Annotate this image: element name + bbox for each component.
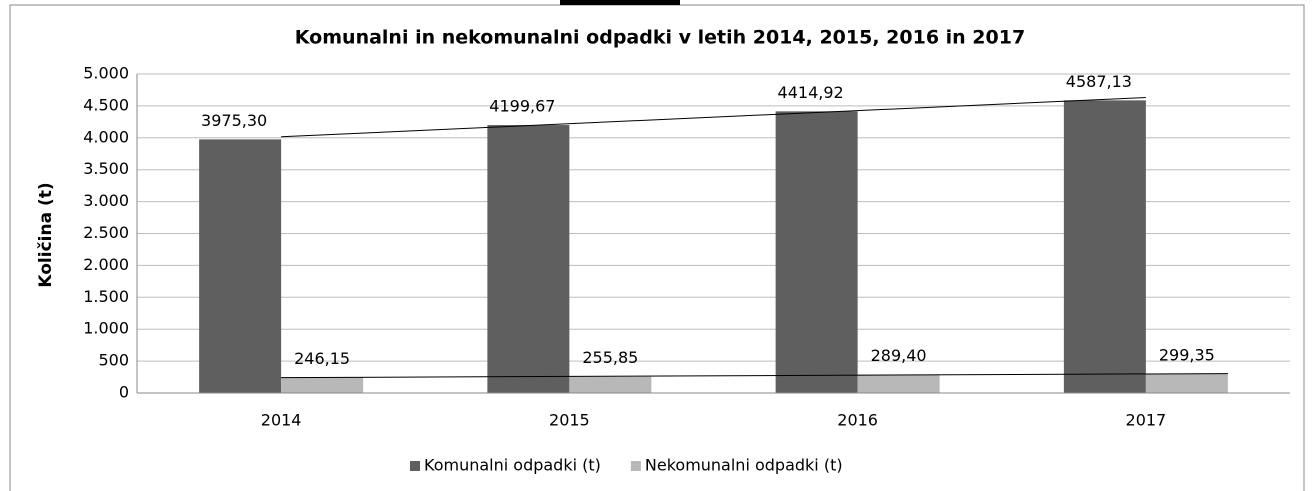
x-tick-label: 2017 xyxy=(1126,411,1167,430)
x-tick-label: 2016 xyxy=(837,411,878,430)
y-tick-label: 3.000 xyxy=(83,191,129,210)
data-label: 4414,92 xyxy=(778,83,844,102)
bar xyxy=(569,376,652,393)
bar xyxy=(487,125,570,394)
y-tick-label: 1.000 xyxy=(83,319,129,338)
y-tick-label: 500 xyxy=(98,351,129,370)
data-label: 4199,67 xyxy=(489,97,555,116)
legend-label: Nekomunalni odpadki (t) xyxy=(645,456,843,475)
data-label: 299,35 xyxy=(1159,345,1215,364)
chart-title: Komunalni in nekomunalni odpadki v letih… xyxy=(295,27,1025,49)
y-tick-label: 1.500 xyxy=(83,287,129,306)
y-tick-label: 4.000 xyxy=(83,127,129,146)
legend-swatch xyxy=(410,461,420,471)
bar xyxy=(199,139,282,393)
data-label: 4587,13 xyxy=(1066,72,1132,91)
trendline xyxy=(281,373,1228,379)
y-tick-label: 4.500 xyxy=(83,95,129,114)
legend-swatch xyxy=(630,461,641,471)
y-tick-label: 3.500 xyxy=(83,159,129,178)
legend-label: Komunalni odpadki (t) xyxy=(424,456,601,475)
bar xyxy=(1145,373,1228,393)
data-label: 246,15 xyxy=(294,349,350,368)
x-tick-label: 2014 xyxy=(261,411,302,430)
cropped-bar xyxy=(560,0,680,5)
bar xyxy=(281,377,364,393)
y-tick-label: 2.500 xyxy=(83,223,129,242)
bar xyxy=(857,374,940,393)
bar xyxy=(1063,100,1146,394)
y-tick-label: 2.000 xyxy=(83,255,129,274)
y-axis-title: Količina (t) xyxy=(36,182,56,287)
x-tick-label: 2015 xyxy=(549,411,590,430)
trendline xyxy=(281,97,1146,138)
bar xyxy=(775,111,858,394)
data-label: 3975,30 xyxy=(201,111,267,130)
y-tick-label: 5.000 xyxy=(83,64,129,83)
data-label: 289,40 xyxy=(871,346,927,365)
y-tick-label: 0 xyxy=(119,383,129,402)
data-label: 255,85 xyxy=(582,348,638,367)
